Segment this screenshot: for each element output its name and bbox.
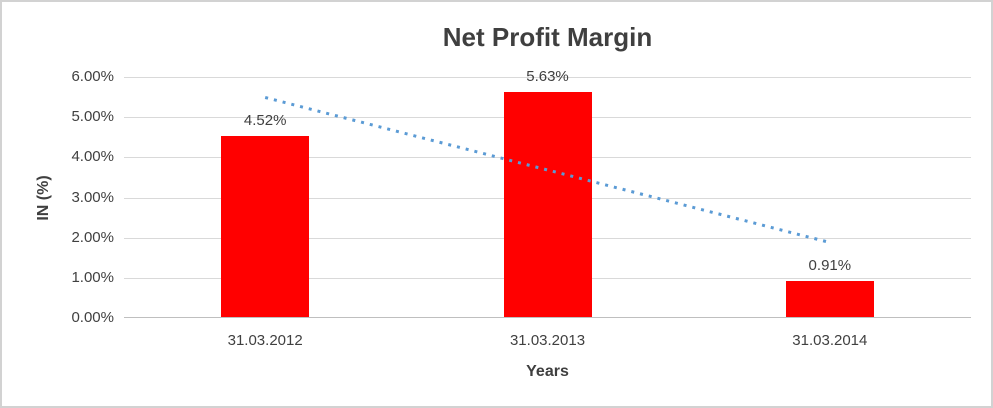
y-axis-tick-label: 1.00% [71, 268, 114, 286]
x-axis-tick-label: 31.03.2014 [792, 332, 868, 349]
y-axis-tick-label: 6.00% [71, 68, 114, 85]
y-axis-tick-label: 4.00% [71, 148, 114, 166]
x-axis-tick-label: 31.03.2013 [509, 332, 586, 349]
y-axis-tick-label: 3.00% [71, 188, 114, 206]
x-axis-line [124, 317, 971, 318]
bar-data-label: 4.52% [243, 112, 287, 130]
trendline-path [264, 96, 831, 244]
x-axis-tick-label: 31.03.2012 [227, 332, 303, 349]
plot-area: 4.52% 5.63% 0.91% [124, 68, 971, 318]
gridline [124, 77, 971, 78]
x-axis-title: Years [526, 363, 569, 380]
chart-title: Net Profit Margin [442, 22, 653, 52]
y-axis-tick-label: 5.00% [71, 108, 114, 126]
bar-31.03.2013 [503, 91, 592, 317]
bar-31.03.2014 [785, 281, 874, 317]
trendline [264, 96, 831, 244]
bar-data-label: 5.63% [526, 67, 569, 85]
bar-31.03.2012 [221, 136, 310, 317]
y-axis-tick-label: 0.00% [71, 309, 114, 326]
bar-data-label: 0.91% [808, 257, 852, 275]
y-axis-tick-label: 2.00% [71, 228, 114, 246]
